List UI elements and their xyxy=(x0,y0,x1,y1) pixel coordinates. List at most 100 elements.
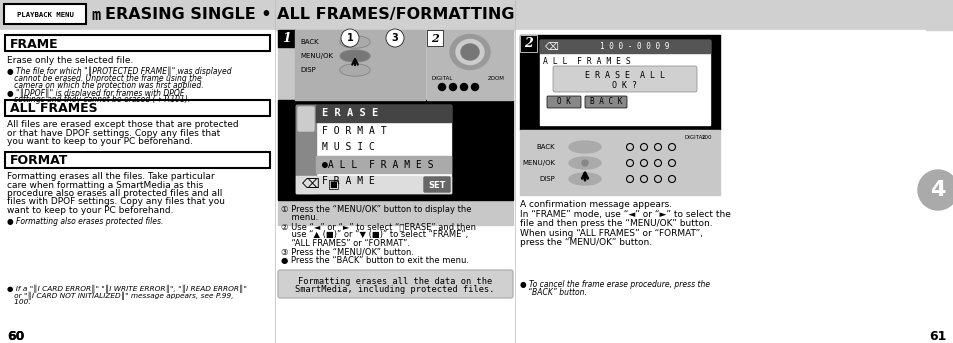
Bar xyxy=(277,30,294,47)
Ellipse shape xyxy=(456,39,483,64)
Bar xyxy=(515,30,924,343)
Text: files with DPOF settings. Copy any files that you: files with DPOF settings. Copy any files… xyxy=(7,198,225,206)
Text: E R A S E  A L L: E R A S E A L L xyxy=(584,71,664,81)
Text: 61: 61 xyxy=(928,331,946,343)
Ellipse shape xyxy=(339,64,370,76)
Text: ●A L L  F R A M E S: ●A L L F R A M E S xyxy=(322,159,434,169)
Bar xyxy=(315,156,451,173)
Text: ● Formatting also erases protected files.: ● Formatting also erases protected files… xyxy=(7,216,163,225)
Bar xyxy=(294,30,424,100)
Circle shape xyxy=(449,83,456,91)
Ellipse shape xyxy=(340,37,369,47)
Text: you want to keep to your PC beforehand.: you want to keep to your PC beforehand. xyxy=(7,137,193,146)
Circle shape xyxy=(460,83,467,91)
Text: press the “MENU/OK” button.: press the “MENU/OK” button. xyxy=(519,238,652,247)
Text: ALL FRAMES: ALL FRAMES xyxy=(10,103,97,116)
Text: ▣: ▣ xyxy=(328,177,339,190)
Ellipse shape xyxy=(568,173,600,185)
Text: 1: 1 xyxy=(282,33,291,46)
Text: ● Press the “BACK” button to exit the menu.: ● Press the “BACK” button to exit the me… xyxy=(281,256,469,265)
Text: FRAME: FRAME xyxy=(10,37,58,50)
Bar xyxy=(427,30,513,100)
Text: 4: 4 xyxy=(929,180,944,200)
Ellipse shape xyxy=(568,157,600,169)
Text: F R A M E: F R A M E xyxy=(322,177,375,187)
Circle shape xyxy=(340,29,358,47)
Ellipse shape xyxy=(339,50,370,62)
Bar xyxy=(277,30,513,225)
Text: m: m xyxy=(91,8,100,23)
Text: B A C K: B A C K xyxy=(589,97,621,106)
Text: SET: SET xyxy=(428,180,445,189)
Text: camera on which the protection was first applied.: camera on which the protection was first… xyxy=(7,81,203,90)
Text: ● To cancel the frame erase procedure, press the: ● To cancel the frame erase procedure, p… xyxy=(519,280,709,289)
Circle shape xyxy=(438,83,445,91)
Bar xyxy=(519,35,537,52)
Text: file and then press the “MENU/OK” button.: file and then press the “MENU/OK” button… xyxy=(519,219,712,228)
Bar xyxy=(5,35,270,51)
Bar xyxy=(5,100,270,116)
Text: All files are erased except those that are protected: All files are erased except those that a… xyxy=(7,120,238,129)
Text: ● "║DPOF║" is displayed for frames with DPOF: ● "║DPOF║" is displayed for frames with … xyxy=(7,88,184,97)
Text: FORMAT: FORMAT xyxy=(10,154,69,167)
FancyBboxPatch shape xyxy=(423,177,450,192)
Text: ⌫: ⌫ xyxy=(302,177,319,190)
Text: In “FRAME” mode, use “◄” or “►” to select the: In “FRAME” mode, use “◄” or “►” to selec… xyxy=(519,210,730,218)
FancyBboxPatch shape xyxy=(546,96,580,108)
Text: 200: 200 xyxy=(701,135,712,140)
Text: care when formatting a SmartMedia as this: care when formatting a SmartMedia as thi… xyxy=(7,180,203,189)
Ellipse shape xyxy=(339,36,370,48)
Bar xyxy=(427,30,442,46)
Bar xyxy=(519,130,720,195)
Text: MENU/OK: MENU/OK xyxy=(521,160,555,166)
Bar xyxy=(0,30,274,343)
Bar xyxy=(295,105,315,193)
Text: DIGITAL: DIGITAL xyxy=(684,135,705,140)
Ellipse shape xyxy=(340,51,369,61)
Circle shape xyxy=(471,83,478,91)
Ellipse shape xyxy=(340,65,369,75)
Text: 3: 3 xyxy=(392,33,398,43)
Text: want to keep to your PC beforehand.: want to keep to your PC beforehand. xyxy=(7,206,173,215)
Bar xyxy=(539,40,709,53)
Bar xyxy=(295,176,451,193)
FancyBboxPatch shape xyxy=(584,96,626,108)
Text: 2: 2 xyxy=(523,37,533,50)
Text: 60: 60 xyxy=(7,331,25,343)
Text: Formatting erases all the data on the: Formatting erases all the data on the xyxy=(297,276,492,285)
Text: F O R M A T: F O R M A T xyxy=(322,126,386,135)
Text: A confirmation message appears.: A confirmation message appears. xyxy=(519,200,672,209)
Ellipse shape xyxy=(450,35,490,70)
Text: procedure also erases all protected files and all: procedure also erases all protected file… xyxy=(7,189,222,198)
Circle shape xyxy=(386,29,403,47)
Text: “BACK” button.: “BACK” button. xyxy=(527,288,586,297)
Text: SmartMedia, including protected files.: SmartMedia, including protected files. xyxy=(294,285,495,295)
Text: 2: 2 xyxy=(431,33,438,44)
Bar xyxy=(515,0,924,30)
Text: DISP: DISP xyxy=(538,176,555,182)
Ellipse shape xyxy=(460,44,478,60)
Text: “ALL FRAMES” or “FORMAT”.: “ALL FRAMES” or “FORMAT”. xyxy=(281,239,410,248)
Text: use “▲ (■)” or “▼ (■)” to select “FRAME”,: use “▲ (■)” or “▼ (■)” to select “FRAME”… xyxy=(281,230,468,239)
Text: DISP: DISP xyxy=(299,67,315,73)
Text: DIGITAL: DIGITAL xyxy=(432,76,453,82)
FancyBboxPatch shape xyxy=(277,270,513,298)
Text: E R A S E: E R A S E xyxy=(322,108,377,118)
Text: ⌫: ⌫ xyxy=(544,42,558,51)
Text: or that have DPOF settings. Copy any files that: or that have DPOF settings. Copy any fil… xyxy=(7,129,220,138)
Text: O K ?: O K ? xyxy=(612,81,637,90)
Bar xyxy=(5,152,270,168)
Circle shape xyxy=(917,170,953,210)
Text: M U S I C: M U S I C xyxy=(322,142,375,153)
Text: ① Press the “MENU/OK” button to display the: ① Press the “MENU/OK” button to display … xyxy=(281,205,471,214)
Text: A L L  F R A M E S: A L L F R A M E S xyxy=(542,57,630,66)
Bar xyxy=(519,35,720,130)
Bar xyxy=(0,0,953,30)
Text: MENU/OK: MENU/OK xyxy=(299,53,333,59)
Text: BACK: BACK xyxy=(536,144,555,150)
Bar xyxy=(295,105,451,193)
Text: Erase only the selected file.: Erase only the selected file. xyxy=(7,56,133,65)
Text: ● If a "║I CARD ERROR║" "║I WRITE ERROR║", "║I READ ERROR║": ● If a "║I CARD ERROR║" "║I WRITE ERROR║… xyxy=(7,285,247,293)
Text: ● The file for which "║PROTECTED FRAME║" was displayed: ● The file for which "║PROTECTED FRAME║"… xyxy=(7,67,232,76)
Text: 100.: 100. xyxy=(7,299,30,305)
